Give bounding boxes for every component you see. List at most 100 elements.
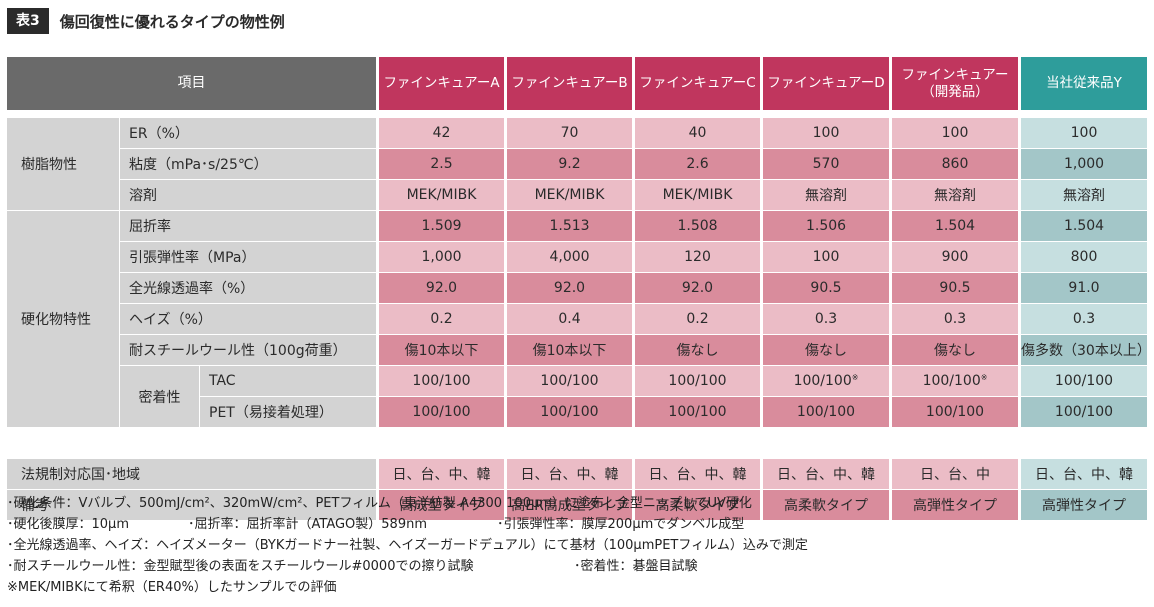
table-cell: 91.0 — [1018, 272, 1148, 303]
table-row: 法規制対応国･地域 日、台、中、韓 日、台、中、韓 日、台、中、韓 日、台、中、韓 日、台… — [7, 458, 1148, 489]
row-label: PET（易接着処理） — [199, 396, 377, 427]
table-cell: 傷10本以下 — [504, 334, 633, 365]
table-row: 硬化物特性 屈折率 1.509 1.513 1.508 1.506 1.504 1.504 — [7, 210, 1148, 427]
table-cell: 日、台、中、韓 — [504, 458, 633, 489]
group-adhesion: 密着性 — [119, 365, 199, 427]
table-cell: 日、台、中 — [889, 458, 1019, 489]
table-cell: 100/100※ — [760, 365, 890, 396]
table-cell: 日、台、中、韓 — [760, 458, 890, 489]
group-cured: 硬化物特性 — [7, 210, 119, 427]
note-refractive: ･屈折率：屈折率計（ATAGO製）589nm — [188, 517, 428, 532]
table-cell: 1.504 — [889, 210, 1019, 241]
table-cell: MEK/MIBK — [504, 179, 633, 210]
table-cell: 90.5 — [889, 272, 1019, 303]
table-cell: 100/100 — [1018, 365, 1148, 396]
table-row: 粘度（mPa･s/25℃） 2.5 9.2 2.6 570 860 1,000 — [7, 148, 1148, 179]
footnote-mark: ※ — [980, 373, 988, 382]
table-cell: 2.6 — [632, 148, 761, 179]
table-cell: 570 — [760, 148, 890, 179]
table-cell: 100 — [760, 117, 890, 148]
note-thickness: ･硬化後膜厚：10μm — [7, 517, 129, 532]
table-cell: 120 — [632, 241, 761, 272]
table-cell: 0.2 — [376, 303, 505, 334]
table-number-badge: 表3 — [7, 8, 49, 34]
table-cell: 70 — [504, 117, 633, 148]
note-line-4: ･耐スチールウール性：金型賦型後の表面をスチールウール#0000での擦り試験 ･密… — [7, 556, 808, 577]
table-cell: 0.3 — [889, 303, 1019, 334]
row-label: 引張弾性率（MPa） — [119, 241, 377, 272]
table-row: 溶剤 MEK/MIBK MEK/MIBK MEK/MIBK 無溶剤 無溶剤 無溶剤 — [7, 179, 1148, 210]
table-cell: 傷なし — [760, 334, 890, 365]
table-row: 耐スチールウール性（100g荷重） 傷10本以下 傷10本以下 傷なし 傷なし 傷なし 傷多… — [7, 334, 1148, 365]
product-header-y: 当社従来品Y — [1018, 57, 1148, 110]
table-cell: 100/100 — [376, 396, 505, 427]
table-cell: 100 — [889, 117, 1019, 148]
table-cell: 4,000 — [504, 241, 633, 272]
table-cell: 100/100 — [1018, 396, 1148, 427]
table-row: ヘイズ（%） 0.2 0.4 0.2 0.3 0.3 0.3 — [7, 303, 1148, 334]
table-cell: 高弾性タイプ — [1018, 489, 1148, 520]
note-line-2: ･硬化後膜厚：10μm ･屈折率：屈折率計（ATAGO製）589nm ･引張弾性率：… — [7, 514, 808, 535]
row-label: 屈折率 — [119, 210, 377, 241]
table-cell: 100/100 — [760, 396, 890, 427]
table-cell: 傷なし — [889, 334, 1019, 365]
table-cell: 0.3 — [760, 303, 890, 334]
note-tensile: ･引張弾性率：膜厚200μmでダンベル成型 — [497, 517, 745, 532]
row-label: ER（%） — [119, 117, 377, 148]
row-label: 溶剤 — [119, 179, 377, 210]
table-cell: 無溶剤 — [760, 179, 890, 210]
table-cell: 1.504 — [1018, 210, 1148, 241]
row-label: 耐スチールウール性（100g荷重） — [119, 334, 377, 365]
table-row: 引張弾性率（MPa） 1,000 4,000 120 100 900 800 — [7, 241, 1148, 272]
row-label: 備考 — [7, 489, 377, 520]
table-cell: 0.4 — [504, 303, 633, 334]
table-cell: 日、台、中、韓 — [1018, 458, 1148, 489]
table-cell: 傷なし — [632, 334, 761, 365]
table-cell: 無溶剤 — [1018, 179, 1148, 210]
table-cell: 800 — [1018, 241, 1148, 272]
table-cell: 傷多数（30本以上） — [1018, 334, 1148, 365]
note-curing: ･硬化条件：Vバルブ、500mJ/cm²、320mW/cm²、PETフィルム（東… — [7, 496, 752, 511]
table-cell: MEK/MIBK — [376, 179, 505, 210]
table-cell: 100/100 — [889, 396, 1019, 427]
table-cell: 100/100 — [632, 396, 761, 427]
table-cell: 100/100 — [632, 365, 761, 396]
table-cell: 0.3 — [1018, 303, 1148, 334]
table-cell: 42 — [376, 117, 505, 148]
table-cell: 無溶剤 — [889, 179, 1019, 210]
row-label: 法規制対応国･地域 — [7, 458, 377, 489]
product-header-dev: ファインキュアー （開発品） — [889, 57, 1019, 110]
table-row: 全光線透過率（%） 92.0 92.0 92.0 90.5 90.5 91.0 — [7, 272, 1148, 303]
table-cell: 92.0 — [376, 272, 505, 303]
table-cell: 100/100 — [376, 365, 505, 396]
table-cell: 1.509 — [376, 210, 505, 241]
table-cell: 1,000 — [1018, 148, 1148, 179]
row-label: 粘度（mPa･s/25℃） — [119, 148, 377, 179]
row-label: TAC — [199, 365, 377, 396]
table-cell: 高ER高成型タイプ — [504, 489, 633, 520]
table-cell: 1.506 — [760, 210, 890, 241]
product-header-a: ファインキュアーA — [376, 57, 505, 110]
table-cell: 92.0 — [632, 272, 761, 303]
table-row: PET（易接着処理） 100/100 100/100 100/100 100/100 10… — [7, 396, 1148, 427]
table-cell: 日、台、中、韓 — [632, 458, 761, 489]
note-dilution: ※MEK/MIBKにて希釈（ER40%）したサンプルでの評価 — [7, 580, 337, 595]
table-row: 備考 高成型タイプ 高ER高成型タイプ 高柔軟タイプ 高柔軟タイプ 高弾性タイプ 高弾性タイ… — [7, 489, 1148, 520]
properties-table: 項目 ファインキュアーA ファインキュアーB ファインキュアーC ファインキュア… — [7, 57, 1148, 520]
group-resin: 樹脂物性 — [7, 117, 119, 210]
table-cell: 100/100 — [504, 365, 633, 396]
table-cell: 860 — [889, 148, 1019, 179]
table-cell: 92.0 — [504, 272, 633, 303]
note-transmittance: ･全光線透過率、ヘイズ：ヘイズメーター（BYKガードナー社製、ヘイズーガードデュ… — [7, 538, 808, 553]
table-cell: 100 — [760, 241, 890, 272]
table-cell: 日、台、中、韓 — [376, 458, 505, 489]
product-header-d: ファインキュアーD — [760, 57, 890, 110]
table-row: 樹脂物性 ER（%） 42 70 40 100 100 100 — [7, 117, 1148, 210]
item-header: 項目 — [7, 57, 377, 110]
row-label: 全光線透過率（%） — [119, 272, 377, 303]
table-cell: 100/100 — [504, 396, 633, 427]
row-label: ヘイズ（%） — [119, 303, 377, 334]
table-cell: 高成型タイプ — [376, 489, 505, 520]
product-header-c: ファインキュアーC — [632, 57, 761, 110]
table-cell: 1.513 — [504, 210, 633, 241]
